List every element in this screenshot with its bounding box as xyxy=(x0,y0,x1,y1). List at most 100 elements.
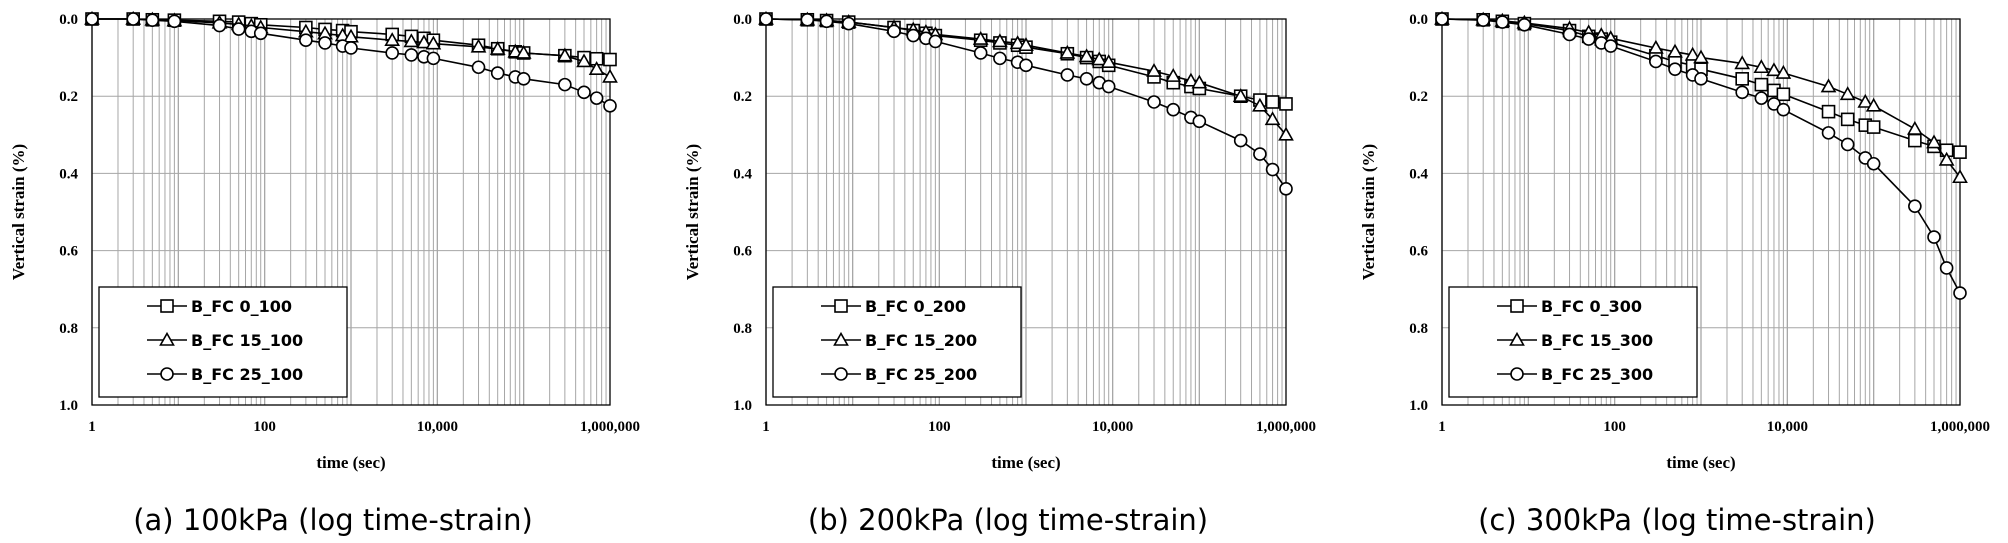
data-point xyxy=(1938,151,1955,166)
data-point xyxy=(1927,230,1941,244)
data-point xyxy=(385,46,399,60)
y-tick-label: 0.2 xyxy=(59,89,78,105)
data-point xyxy=(1693,49,1709,64)
data-point xyxy=(1776,87,1791,102)
data-point xyxy=(516,72,531,86)
data-point xyxy=(1495,15,1510,29)
panel-caption: (a) 100kPa (log time-strain) xyxy=(133,503,533,537)
data-point xyxy=(993,51,1007,66)
x-tick-label: 1 xyxy=(1438,419,1446,435)
data-point xyxy=(1232,88,1249,102)
y-tick-label: 1.0 xyxy=(733,398,752,414)
data-point xyxy=(425,35,442,50)
data-point xyxy=(1939,261,1954,275)
data-point xyxy=(1100,54,1117,69)
legend-entry: B_FC 15_300 xyxy=(1541,331,1653,350)
x-axis-title: time (sec) xyxy=(316,453,385,472)
data-point xyxy=(1562,27,1577,42)
data-point xyxy=(1754,77,1769,92)
legend-marker-square xyxy=(1510,299,1524,313)
data-point xyxy=(1581,32,1596,46)
data-point xyxy=(1264,111,1281,126)
legend-box xyxy=(1448,286,1698,398)
series-line xyxy=(92,18,611,107)
data-point xyxy=(1839,86,1856,101)
data-point xyxy=(471,60,486,75)
data-point xyxy=(556,47,573,62)
y-tick-label: 0.4 xyxy=(59,166,78,182)
series-line xyxy=(765,18,1287,190)
x-tick-label: 100 xyxy=(1603,419,1626,435)
y-tick-label: 0.4 xyxy=(1409,166,1428,182)
legend: B_FC 0_200 B_FC 15_200 B_FC 25_200 xyxy=(772,286,1022,398)
data-point xyxy=(1517,17,1532,32)
data-point xyxy=(841,16,856,31)
data-point xyxy=(1908,199,1922,214)
legend-entry: B_FC 0_200 xyxy=(865,297,966,316)
data-point xyxy=(1192,114,1207,129)
data-point xyxy=(558,77,572,92)
legend-entry: B_FC 25_300 xyxy=(1541,365,1653,384)
data-point xyxy=(1603,39,1618,53)
legend-marker-circle xyxy=(1510,367,1524,381)
data-point xyxy=(1754,91,1769,105)
y-tick-label: 0.0 xyxy=(733,12,752,28)
chart-panel-3: 0.0 0.2 0.4 0.6 0.8 1.0 1 100 10,000 1,000,000 tim… xyxy=(1359,10,1990,537)
data-point xyxy=(972,30,989,45)
y-tick-label: 1.0 xyxy=(1409,398,1428,414)
data-point xyxy=(515,44,532,59)
series-b-fc-15-300 xyxy=(1434,10,1968,184)
data-point xyxy=(906,28,921,43)
series-b-fc-25-300 xyxy=(1435,12,1967,300)
data-point xyxy=(992,33,1008,48)
x-tick-label: 1,000,000 xyxy=(1256,419,1316,435)
data-point xyxy=(1821,104,1836,119)
x-axis-title: time (sec) xyxy=(1666,453,1735,472)
data-point xyxy=(1840,137,1855,152)
y-tick-label: 0.2 xyxy=(1409,89,1428,105)
y-tick-label: 0.0 xyxy=(1409,12,1428,28)
legend-box xyxy=(98,286,348,398)
data-point xyxy=(1866,156,1881,171)
data-point xyxy=(1101,79,1116,94)
data-point xyxy=(85,12,99,26)
data-point xyxy=(603,99,617,113)
data-point xyxy=(1278,126,1294,141)
data-point xyxy=(1667,43,1683,58)
legend: B_FC 0_100 B_FC 15_100 B_FC 25_100 xyxy=(98,286,348,398)
panel-caption: (c) 300kPa (log time-strain) xyxy=(1478,503,1876,537)
data-point xyxy=(1191,74,1208,89)
data-point xyxy=(973,46,988,60)
data-point xyxy=(1019,58,1033,73)
data-point xyxy=(1866,120,1881,134)
legend-marker-triangle xyxy=(833,331,849,346)
legend-box xyxy=(772,286,1022,398)
y-axis-title: Vertical strain (%) xyxy=(1359,144,1378,280)
data-point xyxy=(1735,85,1749,100)
legend-marker-square xyxy=(834,299,848,313)
data-point xyxy=(416,34,432,49)
data-point xyxy=(1253,147,1267,161)
data-point xyxy=(1265,95,1280,109)
legend-entry: B_FC 0_300 xyxy=(1541,297,1642,316)
y-tick-label: 0.8 xyxy=(733,321,752,337)
x-tick-label: 10,000 xyxy=(1767,419,1808,435)
data-point xyxy=(1694,72,1708,86)
data-point xyxy=(1146,62,1162,77)
legend-marker-triangle xyxy=(159,331,175,346)
data-point xyxy=(1952,169,1968,184)
data-point xyxy=(490,66,505,80)
data-point xyxy=(577,85,591,100)
series-b-fc-25-200 xyxy=(759,12,1293,196)
y-axis-title: Vertical strain (%) xyxy=(9,144,28,280)
data-point xyxy=(1476,13,1490,27)
data-point xyxy=(1865,97,1882,112)
y-tick-label: 0.8 xyxy=(59,321,78,337)
data-point xyxy=(1252,97,1268,112)
series-line xyxy=(1441,18,1961,178)
series-b-fc-25-100 xyxy=(85,12,617,113)
series-line xyxy=(92,18,611,78)
y-tick-label: 0.6 xyxy=(59,244,78,260)
data-point xyxy=(489,40,506,55)
